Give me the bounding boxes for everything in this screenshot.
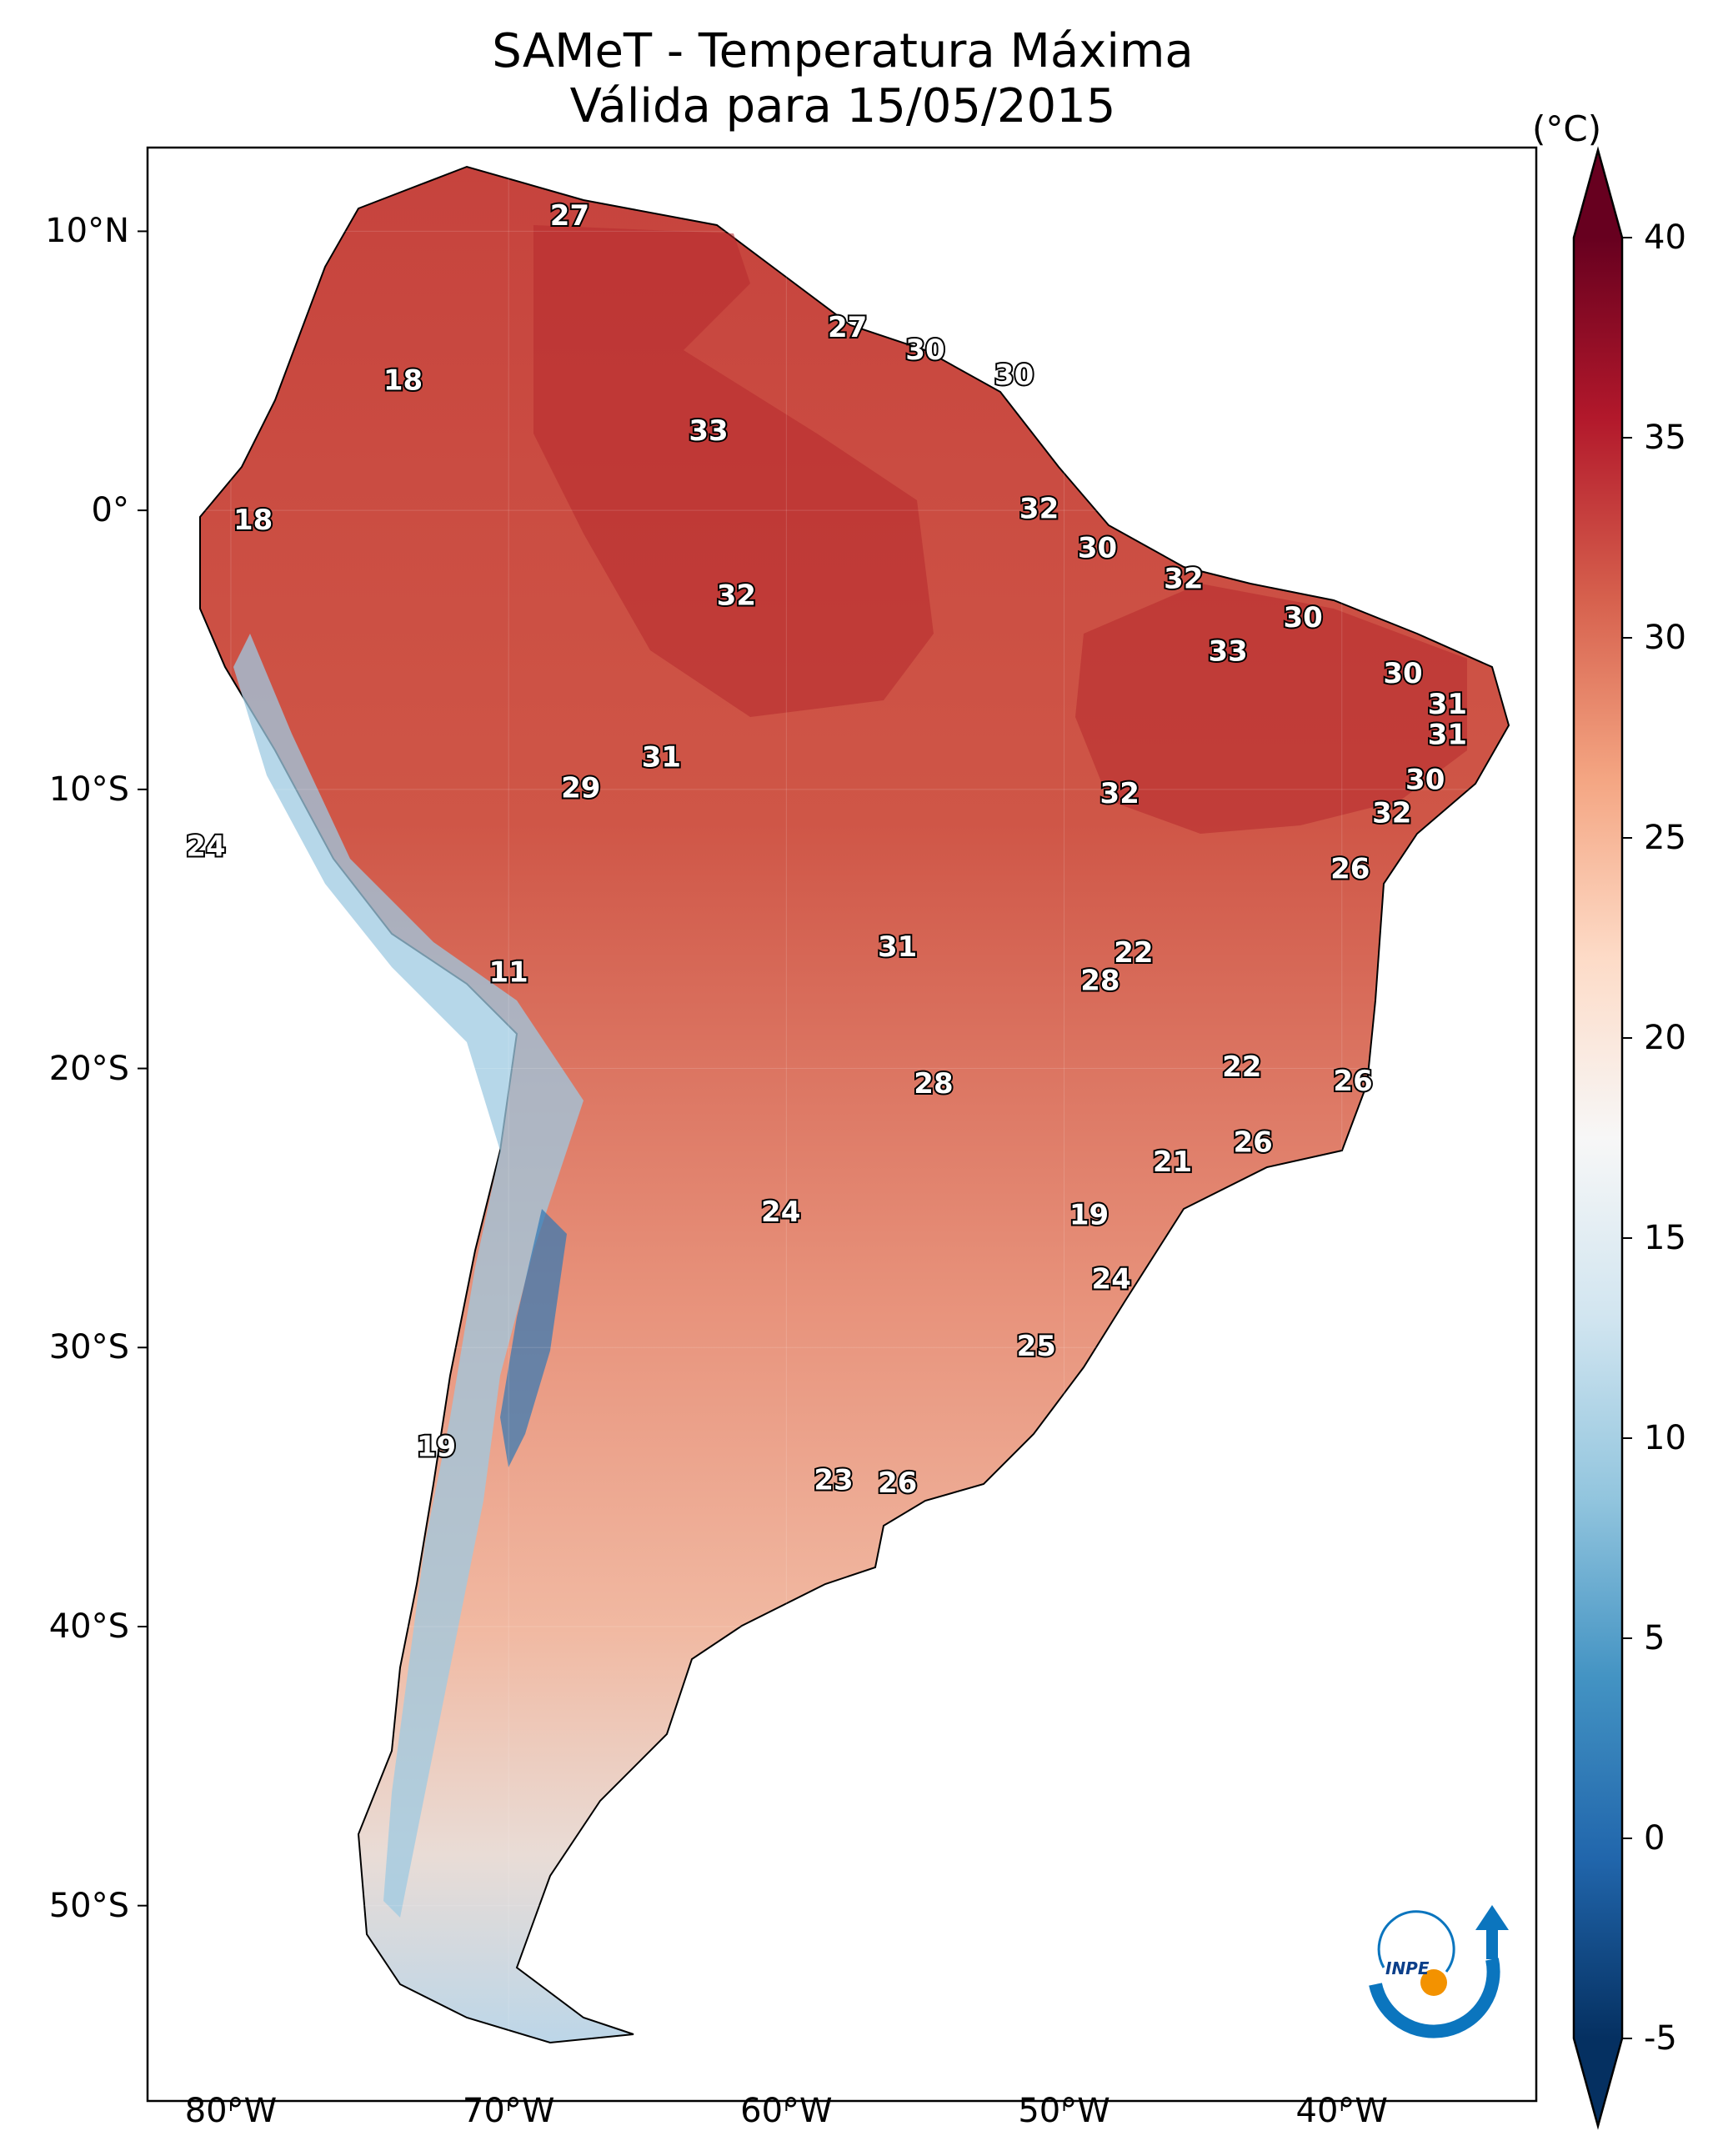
temperature-label: 24: [761, 1196, 800, 1229]
colorbar-gradient: [1574, 238, 1622, 2038]
lon-tick-label: 80°W: [184, 2092, 278, 2130]
lat-tick-label: 10°S: [48, 770, 129, 809]
lat-tick-label: 20°S: [48, 1049, 129, 1088]
andes-deep-cold: [500, 1209, 567, 1467]
map-frame: [146, 146, 1538, 2103]
colorbar: [1572, 146, 1632, 2130]
temperature-label: 32: [1019, 493, 1059, 526]
temperature-label: 21: [1153, 1146, 1192, 1179]
colorbar-tick-label: 25: [1644, 819, 1686, 857]
temperature-label: 26: [1330, 852, 1370, 885]
temperature-label: 19: [417, 1430, 456, 1463]
temperature-label: 22: [1222, 1050, 1261, 1084]
temperature-label: 23: [814, 1463, 853, 1497]
inpe-logo: INPE: [1369, 1905, 1509, 2038]
colorbar-tick-label: 20: [1644, 1019, 1686, 1057]
temperature-label: 19: [1069, 1198, 1109, 1231]
lat-tick-label: 50°S: [48, 1886, 129, 1925]
temperature-label: 33: [689, 414, 728, 448]
temperature-label: 30: [905, 333, 944, 367]
colorbar-tick-label: 40: [1644, 218, 1686, 257]
temperature-label: 30: [1383, 657, 1422, 690]
colorbar-units: (°C): [1532, 108, 1602, 149]
temperature-label: 30: [1405, 763, 1445, 796]
temperature-label: 29: [561, 771, 600, 805]
temperature-label: 11: [488, 955, 528, 989]
map-title: SAMeT - Temperatura Máxima: [492, 24, 1194, 78]
temperature-label: 30: [1078, 531, 1117, 564]
temperature-label: 27: [550, 199, 589, 233]
temperature-label: 24: [1092, 1262, 1131, 1296]
temperature-label: 32: [717, 579, 756, 612]
colorbar-tick-label: 10: [1644, 1419, 1686, 1457]
colorbar-ticks: [1622, 237, 1632, 2039]
temperature-label: 25: [1017, 1330, 1056, 1363]
temperature-label: 32: [1164, 562, 1203, 595]
temperature-label: 18: [233, 504, 273, 537]
temperature-label: 26: [878, 1467, 917, 1500]
colorbar-extend-max: [1574, 150, 1622, 238]
temperature-label: 26: [1233, 1126, 1272, 1159]
lat-tick-label: 0°: [91, 491, 129, 530]
lat-tick-label: 10°N: [45, 212, 129, 251]
north-hot-region: [533, 225, 934, 717]
temperature-label: 31: [1428, 719, 1467, 752]
lon-tick-label: 50°W: [1018, 2092, 1110, 2130]
temperature-label: 18: [383, 364, 423, 398]
temperature-label: 26: [1333, 1065, 1372, 1098]
temperature-label: 31: [1428, 688, 1467, 721]
colorbar-tick-label: 15: [1644, 1219, 1686, 1257]
lon-tick-label: 70°W: [462, 2092, 555, 2130]
temperature-label: 28: [1080, 964, 1119, 997]
andes-cold-band: [233, 634, 584, 1918]
axis-ticks: [138, 230, 1343, 2111]
graticule: [148, 148, 1536, 2101]
temperature-label: 32: [1100, 777, 1139, 810]
colorbar-tick-label: 5: [1644, 1619, 1665, 1657]
lat-tick-label: 40°S: [48, 1607, 129, 1646]
temperature-label: 22: [1114, 936, 1153, 970]
temperature-label: 31: [878, 930, 917, 964]
colorbar-extend-min: [1574, 2038, 1622, 2126]
temperature-label: 31: [642, 741, 681, 775]
colorbar-tick-label: 30: [1644, 619, 1686, 657]
temperature-label: 30: [994, 358, 1034, 392]
colorbar-tick-label: -5: [1644, 2019, 1677, 2058]
lon-tick-label: 60°W: [740, 2092, 833, 2130]
inpe-logo-text: INPE: [1385, 1958, 1430, 1978]
temperature-label: 27: [828, 311, 867, 344]
northeast-hot-region: [1075, 584, 1467, 834]
temperature-label: 33: [1208, 634, 1247, 668]
map-subtitle: Válida para 15/05/2015: [569, 79, 1116, 133]
temperature-label: 30: [1283, 601, 1322, 634]
lat-tick-label: 30°S: [48, 1328, 129, 1367]
colorbar-tick-label: 0: [1644, 1819, 1665, 1858]
temperature-label: 32: [1372, 796, 1411, 830]
colorbar-tick-label: 35: [1644, 419, 1686, 457]
lon-tick-label: 40°W: [1295, 2092, 1388, 2130]
temperature-label: 28: [914, 1067, 953, 1101]
temperature-label: 24: [186, 830, 225, 864]
